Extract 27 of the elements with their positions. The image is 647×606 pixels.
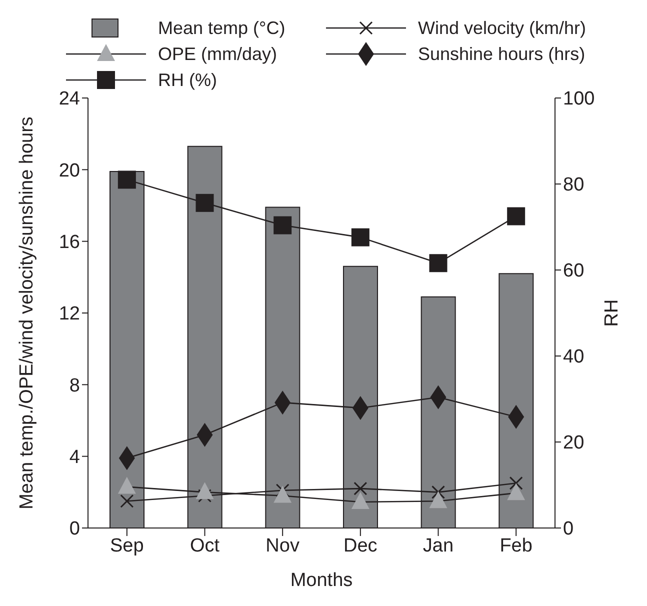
y-axis-title: Mean temp./OPE/wind velocity/sunshine hours [16,116,38,510]
y2-tick-label: 60 [563,260,584,282]
x-axis-title: Months [290,570,353,591]
x-tick-label: Oct [190,535,220,556]
y-tick-label: 0 [69,518,80,540]
legend-label: RH (%) [158,70,217,90]
y2-tick-label: 20 [563,432,584,454]
y-tick-label: 20 [58,160,80,182]
x-tick-label: Jan [422,535,454,556]
legend-label: Wind velocity (km/hr) [418,18,586,38]
y2-axis-title: RH [602,299,623,327]
y-tick-label: 12 [58,304,80,325]
x-tick-label: Nov [266,535,300,556]
y2-tick-label: 0 [563,518,574,540]
legend-label: Sunshine hours (hrs) [418,44,586,64]
legend-label: Mean temp (°C) [158,18,286,38]
y-tick-label: 16 [58,232,80,254]
y2-tick-label: 80 [563,174,584,196]
y-tick-label: 8 [69,375,80,396]
y-tick-label: 24 [58,88,80,110]
y2-tick-label: 40 [563,346,584,368]
y-tick-label: 4 [69,447,80,468]
y2-tick-label: 100 [563,88,595,110]
x-tick-label: Sep [110,535,144,556]
x-tick-label: Feb [500,535,532,556]
legend-label: OPE (mm/day) [158,44,278,64]
x-tick-label: Dec [344,535,378,556]
